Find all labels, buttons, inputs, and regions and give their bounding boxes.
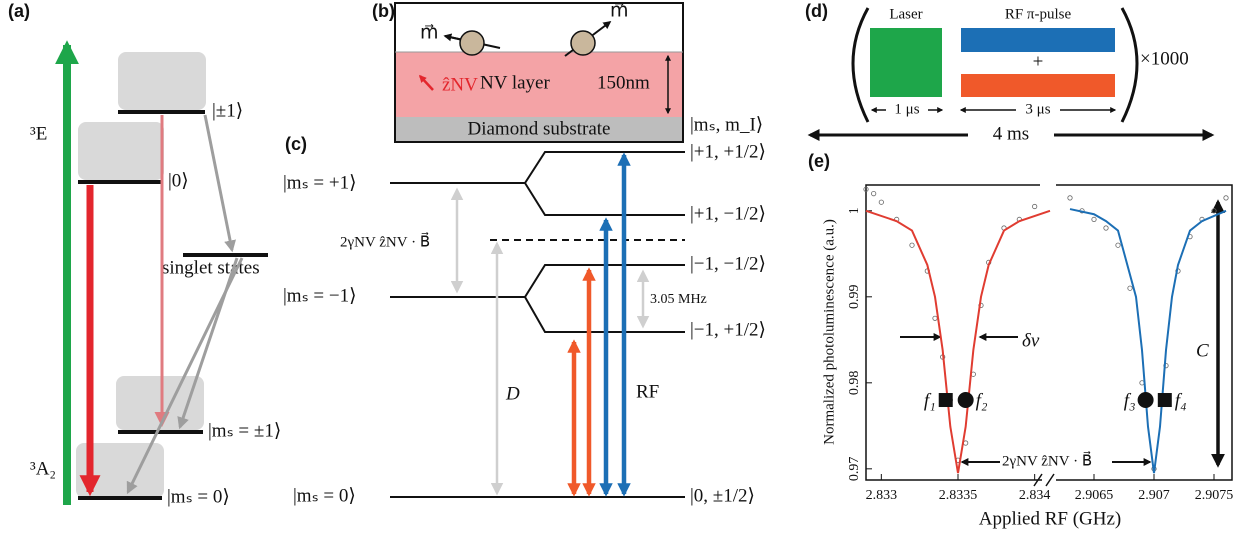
plus: + — [1033, 51, 1044, 72]
substrate-label: Diamond substrate — [467, 118, 610, 139]
panel-label: (b) — [372, 1, 395, 21]
x-tick-label: 2.9075 — [1195, 488, 1234, 503]
y-tick-label: 0.98 — [847, 371, 862, 396]
level-label: |+1, −1/2⟩ — [690, 203, 766, 224]
moment-label: m⃗ — [420, 22, 439, 43]
band — [78, 122, 164, 180]
duration-label: 1 μs — [894, 101, 919, 117]
band — [118, 52, 206, 110]
frequency-marker — [1158, 393, 1172, 407]
level — [390, 152, 685, 215]
data-point — [1068, 196, 1072, 200]
panel-label: (a) — [8, 1, 30, 21]
pulse-label: Laser — [889, 6, 922, 22]
level — [390, 265, 685, 332]
bracket — [1122, 8, 1137, 122]
level-label: |−1, +1/2⟩ — [690, 319, 766, 340]
data-point — [871, 191, 875, 195]
x-tick-label: 2.833 — [866, 488, 898, 503]
particle — [460, 31, 484, 55]
panel-label: (d) — [805, 1, 828, 21]
basis-label: |mₛ, m_I⟩ — [690, 114, 763, 135]
level-label: |mₛ = ±1⟩ — [208, 420, 281, 441]
axis-frame — [866, 185, 1232, 480]
isc-arrow — [205, 115, 232, 250]
moment-label: m⃗ — [610, 0, 629, 21]
duration-label: 3 μs — [1025, 101, 1050, 117]
data-point — [1224, 196, 1228, 200]
level-label: |0, ±1/2⟩ — [690, 485, 755, 506]
data-point — [1032, 204, 1036, 208]
panel-label: (e) — [808, 151, 830, 171]
marker-label: f₃ — [1124, 390, 1136, 411]
data-point — [1212, 209, 1216, 213]
data-point — [1092, 217, 1096, 221]
x-tick-label: 2.907 — [1138, 488, 1170, 503]
y-axis-label: Normalized photoluminescence (a.u.) — [821, 219, 837, 445]
panel-e: (e) Normalized photoluminescence (a.u.) … — [808, 151, 1233, 530]
x-tick-label: 2.8335 — [939, 488, 978, 503]
level-label: singlet states — [162, 257, 260, 278]
frequency-marker — [939, 393, 953, 407]
y-tick-label: 0.99 — [847, 285, 862, 310]
data-point — [933, 316, 937, 320]
pulse-label: RF π-pulse — [1005, 6, 1072, 22]
splitting-label: 2γNV ẑNV · B⃗ — [1002, 451, 1092, 470]
level-label: |±1⟩ — [212, 100, 243, 121]
data-point — [1104, 226, 1108, 230]
panel-label: (c) — [285, 134, 307, 154]
panel-a: (a) ³E ³A₂ |±1⟩ |0⟩ singlet states |mₛ =… — [8, 1, 281, 508]
data-point — [910, 243, 914, 247]
particle — [571, 31, 595, 55]
frequency-marker — [1138, 392, 1154, 408]
linewidth-label: δν — [1022, 330, 1040, 351]
level-label: |mₛ = +1⟩ — [283, 172, 357, 193]
laser-pulse — [870, 28, 942, 97]
level-label: |mₛ = 0⟩ — [293, 485, 356, 506]
level-label: |−1, −1/2⟩ — [690, 253, 766, 274]
nv-axis-label: ẑNV — [442, 74, 478, 95]
panel-b: (b) m⃗ m⃗ ẑNV NV layer 150nm Diamond sub… — [372, 0, 683, 142]
x-tick-label: 2.834 — [1019, 488, 1051, 503]
band — [116, 376, 204, 430]
level-label: |mₛ = −1⟩ — [283, 285, 357, 306]
marker-label: f₂ — [976, 390, 988, 411]
frequency-marker — [958, 392, 974, 408]
rf-pulse — [961, 74, 1115, 97]
x-axis-label: Applied RF (GHz) — [979, 508, 1121, 529]
panel-d: (d) Laser RF π-pulse + ×1000 1 μs 3 μs 4… — [805, 1, 1212, 148]
layer-label: NV layer — [480, 72, 550, 93]
marker-label: f₄ — [1175, 390, 1187, 411]
panel-c: (c) |mₛ = +1⟩ |mₛ = −1⟩ |mₛ = 0⟩ |mₛ, m_… — [283, 114, 766, 506]
zero-field-label: D — [505, 383, 520, 404]
level-label: |+1, +1/2⟩ — [690, 141, 766, 162]
data-point — [1128, 286, 1132, 290]
data-point — [879, 200, 883, 204]
y-tick-label: 1 — [847, 207, 862, 214]
isc-arrow — [128, 258, 242, 492]
thickness-label: 150nm — [597, 72, 650, 93]
bracket — [853, 8, 868, 122]
level-label: |mₛ = 0⟩ — [167, 486, 230, 507]
contrast-label: C — [1196, 340, 1209, 361]
rf-label: RF — [636, 381, 659, 402]
rf-pulse — [961, 28, 1115, 52]
data-point — [1116, 243, 1120, 247]
figure: (a) ³E ³A₂ |±1⟩ |0⟩ singlet states |mₛ =… — [0, 0, 1255, 535]
period-label: 4 ms — [993, 123, 1029, 144]
zeeman-label: 2γNV ẑNV · B⃗ — [340, 232, 430, 251]
repeat-label: ×1000 — [1140, 48, 1189, 69]
state-label: ³E — [30, 123, 47, 144]
level-label: |0⟩ — [168, 170, 189, 191]
hyperfine-label: 3.05 MHz — [650, 292, 707, 307]
y-tick-label: 0.97 — [847, 457, 862, 482]
marker-label: f₁ — [924, 390, 936, 411]
state-label: ³A₂ — [30, 458, 56, 479]
x-tick-label: 2.9065 — [1075, 488, 1114, 503]
